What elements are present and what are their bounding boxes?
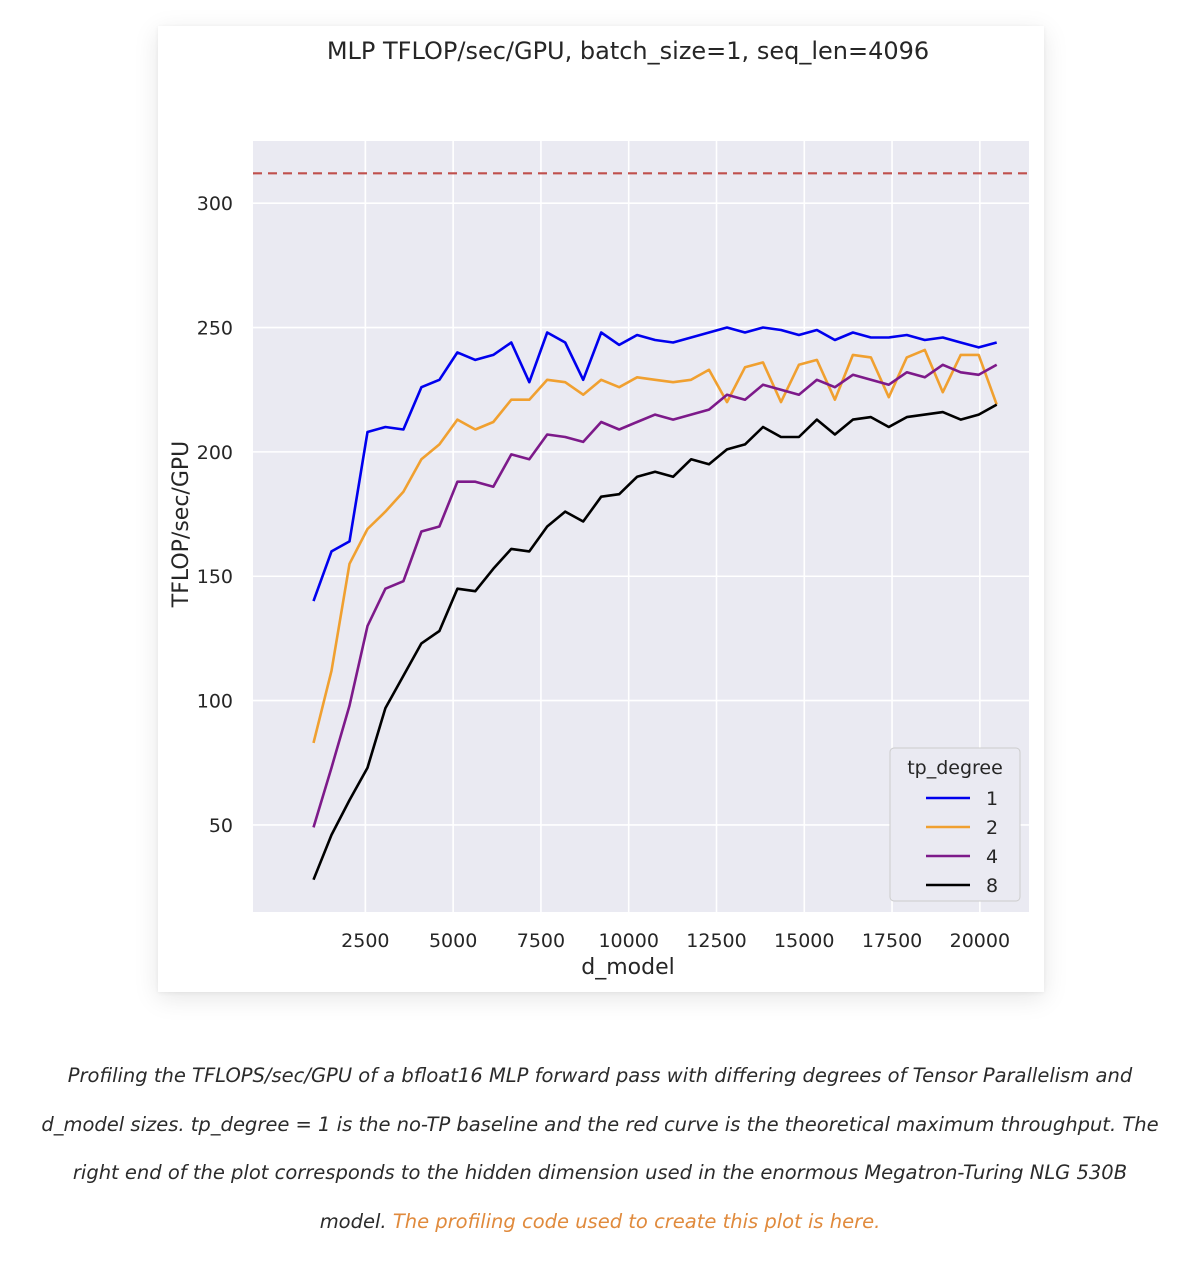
x-tick-label: 17500 — [862, 930, 922, 952]
x-tick-label: 10000 — [598, 930, 658, 952]
chart-title: MLP TFLOP/sec/GPU, batch_size=1, seq_len… — [327, 37, 929, 65]
legend-label-tp-2: 2 — [986, 817, 998, 839]
figure-caption: Profiling the TFLOPS/sec/GPU of a bfloat… — [40, 1052, 1160, 1246]
x-tick-label: 5000 — [429, 930, 477, 952]
y-axis-title: TFLOP/sec/GPU — [169, 441, 194, 608]
legend[interactable]: tp_degree 1 2 4 8 — [889, 747, 1021, 902]
series-line-tp-1 — [312, 326, 998, 602]
legend-title: tp_degree — [907, 757, 1003, 779]
x-tick-label: 2500 — [341, 930, 389, 952]
grid — [253, 141, 1029, 912]
x-tick-label: 7500 — [517, 930, 565, 952]
figure-card: 2500 5000 7500 10000 12500 15000 17500 20000 50 1… — [158, 26, 1044, 992]
x-axis-title: d_model — [581, 955, 674, 980]
legend-label-tp-4: 4 — [986, 846, 998, 868]
x-tick-label: 12500 — [686, 930, 746, 952]
x-tick-label: 20000 — [950, 930, 1010, 952]
series-layer — [312, 326, 998, 881]
y-tick-label: 200 — [197, 442, 233, 464]
chart: 2500 5000 7500 10000 12500 15000 17500 20000 50 1… — [169, 37, 1029, 980]
series-line-tp-4 — [312, 363, 998, 828]
y-tick-label: 300 — [197, 193, 233, 215]
y-tick-label: 100 — [197, 691, 233, 713]
legend-label-tp-8: 8 — [986, 875, 998, 897]
series-line-tp-8 — [312, 403, 998, 881]
legend-box — [889, 747, 1021, 902]
x-tick-label: 15000 — [774, 930, 834, 952]
y-tick-label: 250 — [197, 318, 233, 340]
legend-label-tp-1: 1 — [986, 788, 998, 810]
caption-text: Profiling the TFLOPS/sec/GPU of a bfloat… — [41, 1064, 1159, 1233]
y-tick-label: 150 — [197, 566, 233, 588]
y-tick-label: 50 — [209, 815, 233, 837]
tick-labels: 2500 5000 7500 10000 12500 15000 17500 20000 50 1… — [197, 193, 1010, 952]
profiling-code-link[interactable]: The profiling code used to create this p… — [392, 1209, 881, 1233]
